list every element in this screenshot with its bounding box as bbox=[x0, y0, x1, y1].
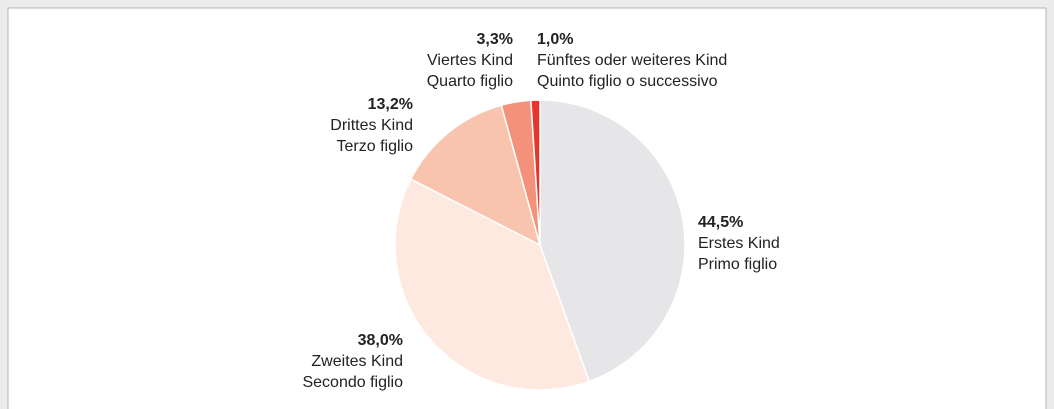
category-label: Fünftes oder weiteres Kind bbox=[537, 52, 727, 69]
category-label-it: Primo figlio bbox=[698, 256, 777, 273]
category-label: Drittes Kind bbox=[330, 117, 413, 134]
value-label: 38,0% bbox=[358, 332, 403, 349]
value-label: 3,3% bbox=[477, 31, 513, 48]
value-label: 1,0% bbox=[537, 31, 573, 48]
pie-slice bbox=[409, 104, 542, 247]
pie-slice bbox=[394, 178, 591, 391]
value-label: 13,2% bbox=[368, 96, 413, 113]
category-label: Viertes Kind bbox=[427, 52, 513, 69]
category-label: Erstes Kind bbox=[698, 235, 780, 252]
category-label-it: Quinto figlio o successivo bbox=[537, 73, 718, 90]
category-label-it: Secondo figlio bbox=[302, 374, 403, 391]
value-label: 44,5% bbox=[698, 214, 743, 231]
category-label-it: Quarto figlio bbox=[427, 73, 513, 90]
pie-slice bbox=[539, 99, 686, 383]
category-label: Zweites Kind bbox=[311, 353, 403, 370]
pie-slice bbox=[530, 99, 541, 246]
category-label-it: Terzo figlio bbox=[337, 138, 414, 155]
